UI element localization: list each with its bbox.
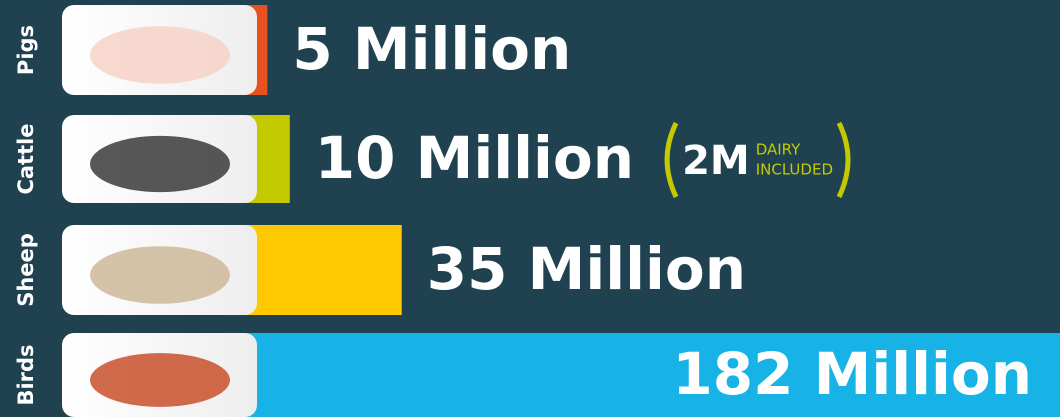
paren-open [664,121,679,199]
category-label: Sheep [14,233,38,307]
category-label: Pigs [14,25,38,75]
value-label: 35 Million [427,235,746,303]
value-label: 10 Million [315,124,634,192]
animal-silhouette [90,26,230,84]
bar [245,333,1060,417]
value-label: 5 Million [292,15,571,83]
annotation-note: DAIRY [756,141,801,159]
animal-silhouette [90,135,230,193]
paren-close [836,121,851,199]
category-label: Birds [14,344,38,405]
animal-silhouette [90,246,230,304]
bar [245,225,402,315]
animal-silhouette [90,353,230,407]
annotation-amount: 2M [682,138,750,184]
value-label: 182 Million [672,340,1032,408]
category-label: Cattle [14,123,38,194]
annotation-note: INCLUDED [756,161,833,179]
